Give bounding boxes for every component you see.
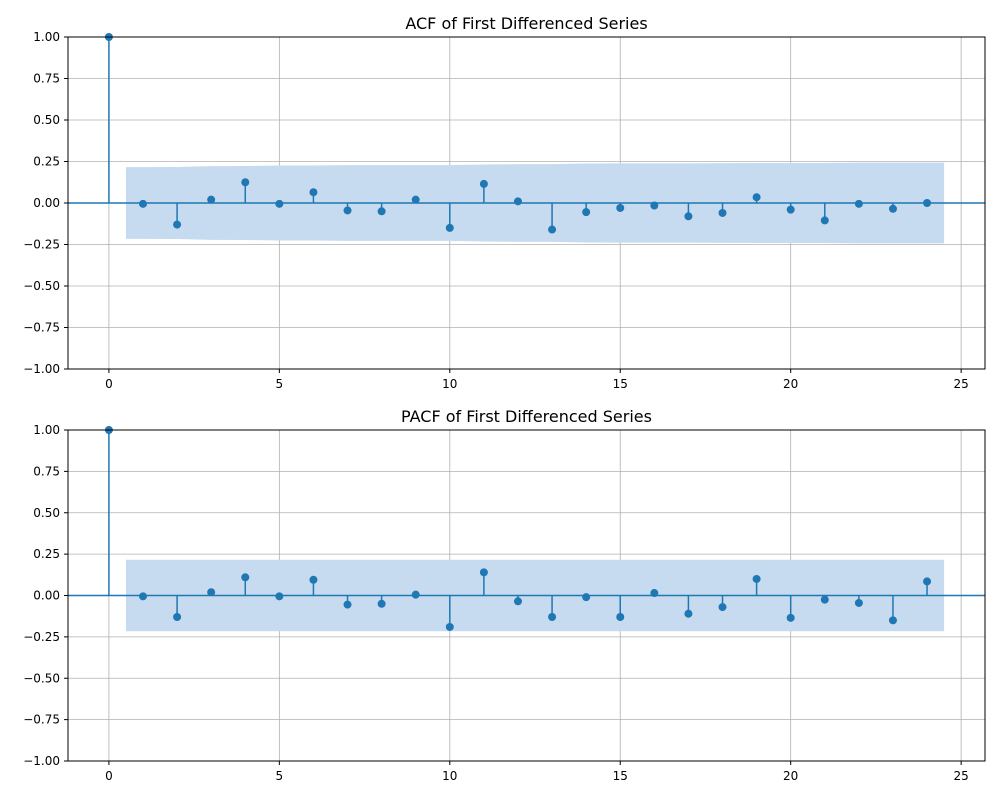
- pacf-point-lag-17: [684, 609, 693, 618]
- acf-ytick-label: −1.00: [23, 362, 60, 376]
- acf-point-lag-18: [718, 208, 727, 217]
- acf-point-lag-1: [138, 199, 147, 208]
- pacf-point-lag-9: [411, 590, 420, 599]
- acf-point-lag-7: [343, 206, 352, 215]
- acf-point-lag-6: [309, 188, 318, 197]
- acf-xtick-label: 15: [613, 377, 628, 391]
- pacf-ytick-label: 1.00: [33, 423, 60, 437]
- acf-point-lag-2: [173, 220, 182, 229]
- pacf-point-lag-21: [820, 595, 829, 604]
- pacf-point-lag-20: [786, 613, 795, 622]
- acf-xtick-label: 25: [953, 377, 968, 391]
- pacf-ytick-label: −0.50: [23, 671, 60, 685]
- pacf-panel: 0 5 10 15 20 25 −1.00 −0.75 −0.50 −0.25 0.00 0.25 0.…: [23, 407, 986, 783]
- pacf-xtick-label: 20: [783, 769, 798, 783]
- pacf-point-lag-18: [718, 603, 727, 612]
- pacf-point-lag-5: [275, 592, 284, 601]
- pacf-xtick-label: 15: [613, 769, 628, 783]
- acf-point-lag-12: [513, 197, 522, 206]
- pacf-chart-title: PACF of First Differenced Series: [401, 407, 652, 426]
- acf-point-lag-8: [377, 207, 386, 216]
- acf-ytick-label: 0.25: [33, 155, 60, 169]
- acf-ytick-label: −0.50: [23, 279, 60, 293]
- acf-point-lag-14: [582, 208, 591, 217]
- pacf-point-lag-16: [650, 589, 659, 598]
- acf-panel: 0 5 10 15 20 25 −1.00 −0.75 −0.50 −0.25 0.00 0.25 0.…: [23, 14, 986, 391]
- acf-point-lag-16: [650, 201, 659, 210]
- pacf-ytick-label: −0.75: [23, 713, 60, 727]
- acf-ytick-label: −0.75: [23, 321, 60, 335]
- acf-point-lag-17: [684, 212, 693, 221]
- pacf-point-lag-2: [173, 613, 182, 622]
- acf-point-lag-13: [548, 225, 557, 234]
- pacf-point-lag-4: [241, 573, 250, 582]
- acf-point-lag-20: [786, 205, 795, 214]
- pacf-point-lag-10: [445, 622, 454, 631]
- pacf-xtick-label: 0: [105, 769, 113, 783]
- acf-point-lag-4: [241, 178, 250, 187]
- pacf-point-lag-19: [752, 574, 761, 583]
- pacf-ytick-label: 0.50: [33, 506, 60, 520]
- pacf-ytick-label: −0.25: [23, 630, 60, 644]
- pacf-point-lag-6: [309, 575, 318, 584]
- pacf-point-lag-24: [923, 577, 932, 586]
- pacf-ytick-label: 0.00: [33, 589, 60, 603]
- pacf-point-lag-1: [138, 592, 147, 601]
- acf-ytick-label: 0.75: [33, 72, 60, 86]
- pacf-xtick-label: 5: [276, 769, 284, 783]
- acf-xtick-label: 5: [276, 377, 284, 391]
- pacf-point-lag-12: [513, 597, 522, 606]
- acf-ytick-label: 0.00: [33, 196, 60, 210]
- acf-point-lag-10: [445, 223, 454, 232]
- acf-point-lag-19: [752, 193, 761, 202]
- acf-ytick-label: 0.50: [33, 113, 60, 127]
- acf-point-lag-22: [854, 199, 863, 208]
- pacf-point-lag-8: [377, 599, 386, 608]
- pacf-point-lag-11: [479, 568, 488, 577]
- pacf-point-lag-14: [582, 593, 591, 602]
- acf-xtick-label: 0: [105, 377, 113, 391]
- acf-point-lag-21: [820, 216, 829, 225]
- acf-xtick-label: 10: [442, 377, 457, 391]
- pacf-point-lag-3: [207, 588, 216, 597]
- acf-point-lag-11: [479, 179, 488, 188]
- pacf-ytick-label: 0.25: [33, 547, 60, 561]
- pacf-point-lag-13: [548, 613, 557, 622]
- pacf-ytick-label: 0.75: [33, 464, 60, 478]
- pacf-xtick-label: 10: [442, 769, 457, 783]
- pacf-ytick-label: −1.00: [23, 754, 60, 768]
- pacf-point-lag-22: [854, 598, 863, 607]
- acf-point-lag-24: [923, 199, 932, 207]
- pacf-point-lag-23: [888, 616, 897, 625]
- acf-xtick-label: 20: [783, 377, 798, 391]
- acf-chart-title: ACF of First Differenced Series: [405, 14, 647, 33]
- acf-point-lag-15: [616, 203, 625, 212]
- acf-ytick-label: −0.25: [23, 238, 60, 252]
- pacf-point-lag-7: [343, 600, 352, 609]
- acf-point-lag-5: [275, 199, 284, 208]
- pacf-point-lag-15: [616, 613, 625, 622]
- acf-point-lag-23: [888, 204, 897, 213]
- pacf-xtick-label: 25: [953, 769, 968, 783]
- acf-ytick-label: 1.00: [33, 30, 60, 44]
- acf-point-lag-9: [411, 195, 420, 204]
- acf-point-lag-3: [207, 195, 216, 204]
